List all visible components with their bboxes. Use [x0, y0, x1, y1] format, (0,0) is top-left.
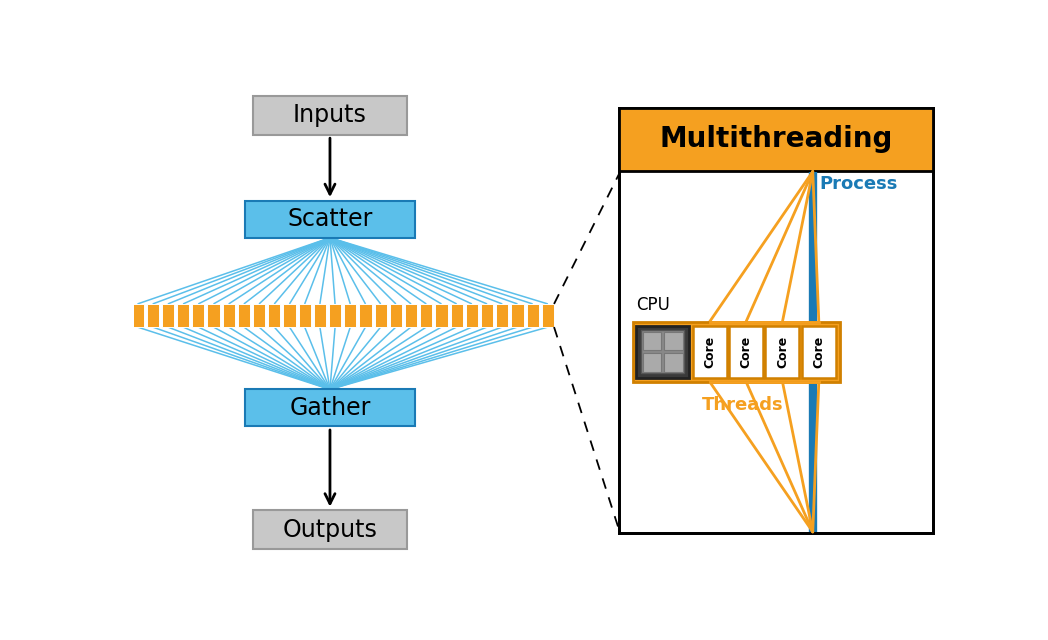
- FancyBboxPatch shape: [664, 332, 682, 350]
- Text: CPU: CPU: [636, 296, 671, 314]
- Text: Inputs: Inputs: [293, 103, 367, 127]
- FancyBboxPatch shape: [329, 304, 342, 327]
- Text: Threads: Threads: [702, 396, 784, 413]
- FancyBboxPatch shape: [245, 201, 415, 237]
- FancyBboxPatch shape: [765, 326, 800, 378]
- FancyBboxPatch shape: [344, 304, 356, 327]
- FancyBboxPatch shape: [253, 96, 407, 134]
- FancyBboxPatch shape: [374, 304, 387, 327]
- Text: Core: Core: [703, 335, 716, 368]
- FancyBboxPatch shape: [147, 304, 159, 327]
- FancyBboxPatch shape: [161, 304, 174, 327]
- FancyBboxPatch shape: [222, 304, 235, 327]
- FancyBboxPatch shape: [802, 326, 836, 378]
- FancyBboxPatch shape: [618, 108, 933, 171]
- Text: Core: Core: [812, 335, 826, 368]
- Text: Multithreading: Multithreading: [659, 125, 893, 153]
- FancyBboxPatch shape: [238, 304, 250, 327]
- FancyBboxPatch shape: [245, 389, 415, 426]
- FancyBboxPatch shape: [451, 304, 463, 327]
- Text: Process: Process: [818, 175, 897, 193]
- FancyBboxPatch shape: [542, 304, 554, 327]
- FancyBboxPatch shape: [618, 108, 933, 532]
- FancyBboxPatch shape: [435, 304, 447, 327]
- FancyBboxPatch shape: [633, 322, 839, 381]
- FancyBboxPatch shape: [693, 326, 726, 378]
- FancyBboxPatch shape: [131, 304, 144, 327]
- FancyBboxPatch shape: [636, 326, 689, 378]
- Text: Core: Core: [776, 335, 789, 368]
- FancyBboxPatch shape: [390, 304, 402, 327]
- FancyBboxPatch shape: [481, 304, 494, 327]
- FancyBboxPatch shape: [465, 304, 478, 327]
- FancyBboxPatch shape: [664, 353, 682, 372]
- FancyBboxPatch shape: [641, 330, 684, 373]
- FancyBboxPatch shape: [313, 304, 326, 327]
- FancyBboxPatch shape: [642, 353, 661, 372]
- Text: Scatter: Scatter: [287, 207, 373, 231]
- FancyBboxPatch shape: [177, 304, 190, 327]
- Text: Core: Core: [740, 335, 752, 368]
- FancyBboxPatch shape: [420, 304, 433, 327]
- FancyBboxPatch shape: [729, 326, 763, 378]
- FancyBboxPatch shape: [511, 304, 524, 327]
- Text: Outputs: Outputs: [283, 518, 377, 541]
- FancyBboxPatch shape: [642, 332, 661, 350]
- FancyBboxPatch shape: [253, 510, 407, 549]
- Text: Gather: Gather: [289, 396, 371, 420]
- FancyBboxPatch shape: [208, 304, 220, 327]
- FancyBboxPatch shape: [359, 304, 372, 327]
- FancyBboxPatch shape: [405, 304, 417, 327]
- FancyBboxPatch shape: [283, 304, 296, 327]
- FancyBboxPatch shape: [299, 304, 311, 327]
- FancyBboxPatch shape: [526, 304, 539, 327]
- FancyBboxPatch shape: [268, 304, 281, 327]
- FancyBboxPatch shape: [253, 304, 265, 327]
- FancyBboxPatch shape: [192, 304, 204, 327]
- FancyBboxPatch shape: [496, 304, 508, 327]
